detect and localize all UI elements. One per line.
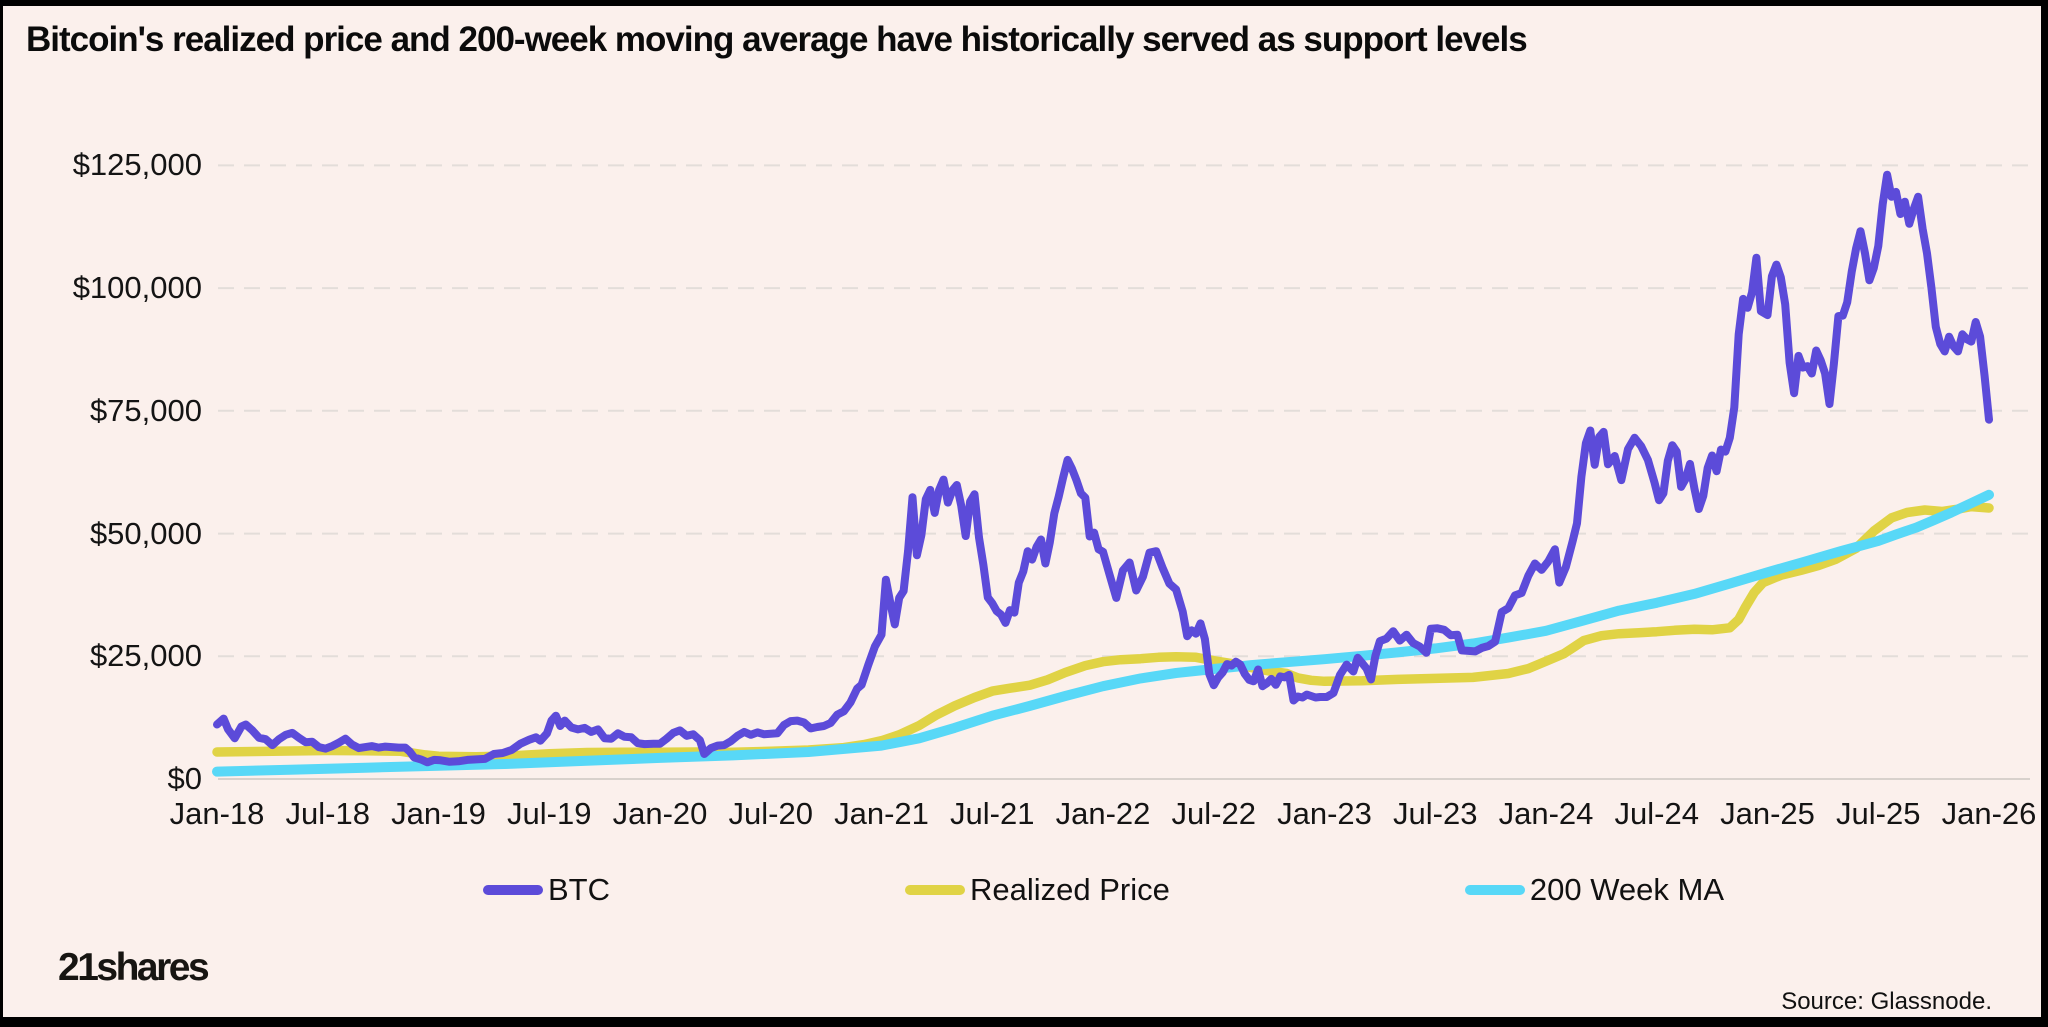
x-axis-label: Jan-22 xyxy=(1055,796,1151,831)
x-axis-label: Jan-25 xyxy=(1720,796,1815,831)
legend-label-realized-price: Realized Price xyxy=(970,872,1170,907)
x-axis-label: Jul-21 xyxy=(950,796,1035,831)
x-axis-label: Jul-24 xyxy=(1614,796,1699,831)
x-axis-label: Jan-21 xyxy=(834,796,929,831)
x-axis-label: Jan-19 xyxy=(391,796,486,831)
x-axis-label: Jul-19 xyxy=(507,796,592,831)
y-axis-label: $125,000 xyxy=(72,147,202,183)
x-axis-label: Jul-25 xyxy=(1836,796,1921,831)
x-axis-label: Jan-18 xyxy=(169,796,265,831)
chart-title: Bitcoin's realized price and 200-week mo… xyxy=(26,20,1528,59)
legend-item-realized-price: Realized Price xyxy=(905,872,1170,908)
brand-logo: 21shares xyxy=(58,946,210,989)
x-axis-label: Jan-26 xyxy=(1941,796,2037,831)
x-axis-label: Jan-23 xyxy=(1277,796,1372,831)
legend-item-btc: BTC xyxy=(483,872,610,908)
top-border xyxy=(0,0,2048,6)
y-axis-label: $75,000 xyxy=(89,392,202,428)
legend-label-btc: BTC xyxy=(548,872,610,907)
y-axis-label: $0 xyxy=(167,761,202,796)
bottom-border xyxy=(0,1017,2048,1027)
left-border xyxy=(0,0,3,1027)
x-axis-label: Jul-20 xyxy=(728,796,813,831)
legend-swatch-btc xyxy=(483,885,543,895)
y-axis-label: $100,000 xyxy=(72,270,202,306)
source-note: Source: Glassnode. xyxy=(1781,988,1992,1015)
legend-item-200-week-ma: 200 Week MA xyxy=(1464,872,1725,908)
y-axis-label: $25,000 xyxy=(89,638,202,674)
legend-swatch-realized-price xyxy=(905,885,965,895)
x-axis-label: Jul-23 xyxy=(1393,796,1478,831)
series-line-btc xyxy=(213,170,1993,767)
right-border xyxy=(2041,0,2048,1027)
series-line-200-week-ma xyxy=(212,489,1994,777)
chart-legend: BTC Realized Price 200 Week MA xyxy=(483,870,1724,910)
x-axis-label: Jul-18 xyxy=(285,796,370,831)
y-axis-label: $50,000 xyxy=(89,515,202,551)
legend-swatch-200-week-ma xyxy=(1464,885,1525,895)
series-line-realized-price xyxy=(212,501,1994,762)
x-axis-label: Jul-22 xyxy=(1171,796,1256,831)
x-axis-label: Jan-20 xyxy=(612,796,708,831)
legend-label-200-week-ma: 200 Week MA xyxy=(1529,872,1725,907)
x-axis-label: Jan-24 xyxy=(1498,796,1594,831)
